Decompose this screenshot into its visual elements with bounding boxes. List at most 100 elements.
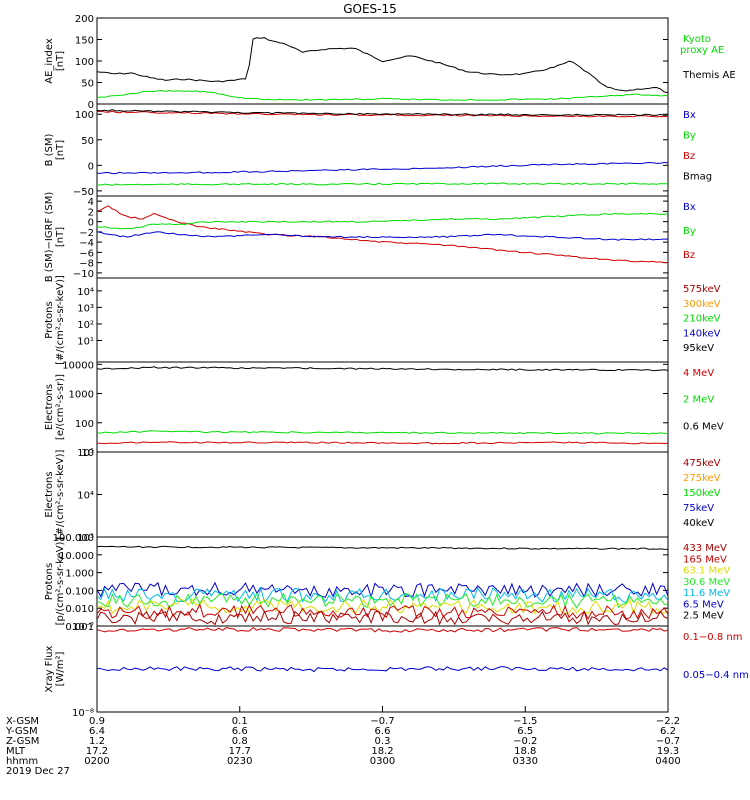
x-row-label: 2019 Dec 27 (6, 766, 70, 777)
panel-2: 100 50 0 −50 B (SM) [nT] Bx By Bz Bmag (44, 103, 712, 198)
x-tick-label: 0.9 (89, 716, 105, 727)
plot-title: GOES-15 (343, 2, 397, 16)
y-tick-label: 2 (88, 207, 94, 218)
y-tick-label: 10 (81, 448, 94, 459)
y-tick-label: 0 (88, 218, 94, 229)
y-tick-label: 10³ (77, 303, 94, 314)
x-tick-label: 0.1 (232, 716, 248, 727)
legend-item: 140keV (683, 328, 721, 339)
legend-item: 75keV (683, 503, 714, 514)
y-tick-label: −6 (79, 248, 94, 259)
series-line (97, 666, 668, 673)
series-line (97, 581, 668, 599)
y-tick-label: 10⁴ (77, 287, 94, 298)
y-tick-label: 150 (75, 36, 94, 47)
y-tick-label: 10.000 (59, 551, 94, 562)
y-axis-label: Electrons (44, 384, 55, 430)
x-tick-label: 6.6 (232, 726, 248, 737)
series-line (97, 110, 668, 118)
y-tick-label: 100 (75, 110, 94, 121)
x-tick-label: 0300 (370, 756, 395, 767)
legend-item: Kyoto (683, 34, 711, 45)
series-line (97, 545, 668, 550)
y-axis-label: [nT] (55, 51, 66, 71)
y-tick-label: 1.000 (65, 569, 94, 580)
y-axis-label: [#/(cm²-s-sr-keV)] (55, 275, 66, 365)
y-tick-label: 10⁵ (77, 448, 94, 459)
y-axis-label: Protons (44, 301, 55, 338)
y-axis-label: B (SM)−IGRF (SM) (44, 192, 55, 283)
x-tick-label: −0.7 (370, 716, 394, 727)
panel-frame (96, 103, 669, 197)
y-tick-label: 10³ (77, 533, 94, 544)
legend-item: Bz (683, 151, 695, 162)
legend-item: 433 MeV (683, 543, 727, 554)
y-tick-label: 50 (81, 79, 94, 90)
x-tick-label: 6.4 (89, 726, 105, 737)
panel-frame (96, 277, 669, 363)
series-line (97, 205, 668, 264)
x-row-label: X-GSM (6, 716, 39, 727)
y-axis-label: [nT] (55, 140, 66, 160)
legend-item: Bmag (683, 172, 712, 183)
y-axis-label: Xray Flux (44, 645, 55, 692)
legend-item: 4 MeV (683, 368, 714, 379)
legend-item: Bx (683, 110, 696, 121)
panel-5: 10000 1000 100 10 Electrons [e/(cm²-s-sr)] 4 M… (44, 360, 724, 459)
y-tick-label: −2 (79, 228, 94, 239)
x-tick-label: 18.8 (514, 746, 536, 757)
x-tick-label: 17.2 (86, 746, 108, 757)
y-axis-label: [nT] (55, 227, 66, 247)
series-line (97, 231, 668, 241)
y-tick-label: 0 (88, 100, 94, 111)
y-tick-label: 100 (75, 419, 94, 430)
x-tick-label: 6.6 (375, 726, 391, 737)
y-axis-label: Electrons (44, 471, 55, 517)
series-line (97, 626, 668, 633)
series-line (97, 430, 668, 435)
legend-item: 0.6 MeV (683, 421, 724, 432)
legend-item: Themis AE (682, 70, 736, 81)
x-tick-label: 0330 (513, 756, 538, 767)
legend-item: 2 MeV (683, 395, 714, 406)
legend-item: 40keV (683, 518, 714, 529)
series-line (97, 212, 668, 230)
y-tick-label: 100 (75, 57, 94, 68)
legend-item: 11.6 MeV (683, 588, 730, 599)
x-tick-label: 0400 (655, 756, 680, 767)
x-tick-label: −1.5 (513, 716, 537, 727)
y-tick-label: −10 (73, 269, 94, 280)
y-tick-label: 50 (81, 136, 94, 147)
series-line (97, 592, 668, 609)
series-line (97, 441, 668, 445)
legend-item: 275keV (683, 473, 721, 484)
legend-item: 30.6 MeV (683, 577, 730, 588)
legend-item: 0.05−0.4 nm (683, 670, 749, 681)
x-tick-label: −0.2 (513, 736, 537, 747)
panel-frame (96, 451, 669, 538)
y-tick-label: 10⁴ (77, 491, 94, 502)
series-line (97, 610, 668, 626)
y-tick-label: 10⁻⁷ (72, 622, 94, 633)
x-row-label: MLT (6, 746, 26, 757)
series-line (97, 182, 668, 186)
x-tick-label: −0.7 (656, 736, 680, 747)
series-line (97, 37, 668, 94)
legend-item: 63.1 MeV (683, 566, 730, 577)
x-tick-label: 18.2 (371, 746, 393, 757)
legend-item: 575keV (683, 284, 721, 295)
y-tick-label: 200 (75, 14, 94, 25)
y-tick-label: 0.100 (65, 586, 94, 597)
legend-item: 95keV (683, 343, 714, 354)
panel-4: 10⁴ 10³ 10² 10¹ Protons [#/(cm²-s-sr-keV)] 575… (44, 275, 721, 365)
x-tick-label: 19.3 (657, 746, 679, 757)
panel-7: 100.000 10.000 1.000 0.100 0.010 0.001 Protons… (44, 533, 730, 633)
legend-item: 6.5 MeV (683, 599, 724, 610)
x-tick-label: 1.2 (89, 736, 105, 747)
legend-item: proxy AE (680, 45, 724, 56)
y-tick-label: 0.001 (65, 622, 94, 633)
legend-item: 210keV (683, 314, 721, 325)
series-line (97, 603, 668, 620)
legend-item: 2.5 MeV (683, 611, 724, 622)
